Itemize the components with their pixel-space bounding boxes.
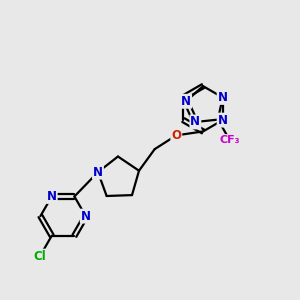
Text: O: O: [171, 129, 181, 142]
Text: N: N: [190, 116, 200, 128]
Text: Cl: Cl: [34, 250, 46, 262]
Text: N: N: [93, 166, 103, 178]
Text: N: N: [218, 91, 228, 104]
Text: N: N: [218, 114, 228, 127]
Text: N: N: [81, 210, 91, 223]
Text: N: N: [181, 95, 191, 108]
Text: N: N: [47, 190, 57, 203]
Text: CF₃: CF₃: [219, 135, 240, 145]
